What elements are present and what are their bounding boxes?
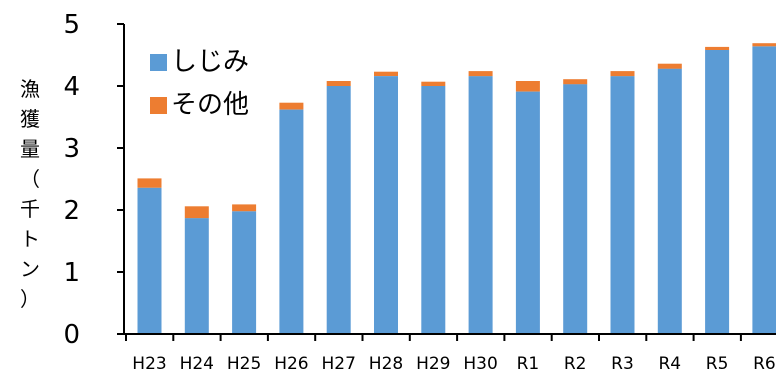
bar-other-H27	[326, 81, 351, 86]
bar-other-H29	[421, 81, 446, 86]
x-tick-label-H23: H23	[132, 354, 166, 374]
x-tick-label-R6: R6	[753, 354, 776, 374]
y-tick-label: 1	[63, 258, 80, 288]
bar-shijimi-H23	[137, 187, 162, 334]
bar-shijimi-H28	[374, 76, 398, 334]
x-tick-label-H27: H27	[321, 354, 355, 374]
legend-label-shijimi: しじみ	[171, 47, 249, 77]
y-tick-label: 5	[63, 10, 80, 40]
x-tick-label-R3: R3	[611, 354, 634, 374]
x-tick-label-H25: H25	[227, 354, 261, 374]
x-tick-label-H29: H29	[416, 354, 450, 374]
legend-swatch-other	[150, 97, 167, 114]
x-tick-label-R2: R2	[564, 354, 587, 374]
bar-other-H30	[468, 71, 493, 77]
bar-shijimi-R6	[752, 46, 776, 335]
bar-other-R6	[752, 43, 776, 47]
bars-layer	[137, 43, 776, 335]
bar-shijimi-R1	[515, 91, 540, 334]
bar-shijimi-R3	[610, 76, 635, 334]
bar-other-H24	[184, 206, 209, 219]
bar-other-R4	[657, 63, 682, 69]
bar-shijimi-H25	[232, 211, 257, 334]
x-ticks: H23 H24 H25 H26 H27 H28 H29 H30 R1 R2 R3 R4 R5 R6	[125, 334, 776, 374]
x-tick-label-R5: R5	[706, 354, 729, 374]
bar-shijimi-R2	[563, 84, 588, 334]
bar-other-R2	[563, 79, 588, 85]
bar-shijimi-R4	[657, 68, 682, 334]
x-tick-label-H24: H24	[180, 354, 214, 374]
y-axis-label: 漁獲量（千トン）	[20, 77, 40, 311]
bar-other-R5	[705, 46, 730, 50]
y-axis-title: 漁獲量（千トン）	[20, 77, 40, 311]
legend-label-other: その他	[171, 90, 249, 120]
y-tick-label: 2	[63, 196, 80, 226]
bar-shijimi-R5	[705, 50, 730, 334]
x-tick-label-R1: R1	[517, 354, 540, 374]
bar-other-H26	[279, 102, 304, 110]
legend-swatch-shijimi	[150, 54, 167, 71]
x-tick-label-H30: H30	[463, 354, 497, 374]
bar-shijimi-H27	[326, 86, 351, 334]
bar-other-R1	[515, 81, 540, 92]
bar-other-R3	[610, 71, 635, 77]
bar-shijimi-H24	[184, 218, 209, 334]
bar-shijimi-H26	[279, 109, 304, 334]
x-tick-label-H26: H26	[274, 354, 308, 374]
y-tick-label: 4	[63, 72, 80, 102]
x-tick-label-H28: H28	[369, 354, 403, 374]
bar-other-H28	[374, 71, 398, 76]
y-tick-label: 3	[63, 134, 80, 164]
bar-shijimi-H30	[468, 76, 493, 334]
axes-layer	[123, 24, 776, 335]
bar-other-H23	[137, 178, 162, 188]
y-ticks: 0 1 2 3 4 5	[63, 10, 124, 350]
bar-shijimi-H29	[421, 86, 446, 334]
y-tick-label: 0	[63, 320, 80, 350]
x-tick-label-R4: R4	[658, 354, 681, 374]
bar-other-H25	[232, 204, 257, 212]
